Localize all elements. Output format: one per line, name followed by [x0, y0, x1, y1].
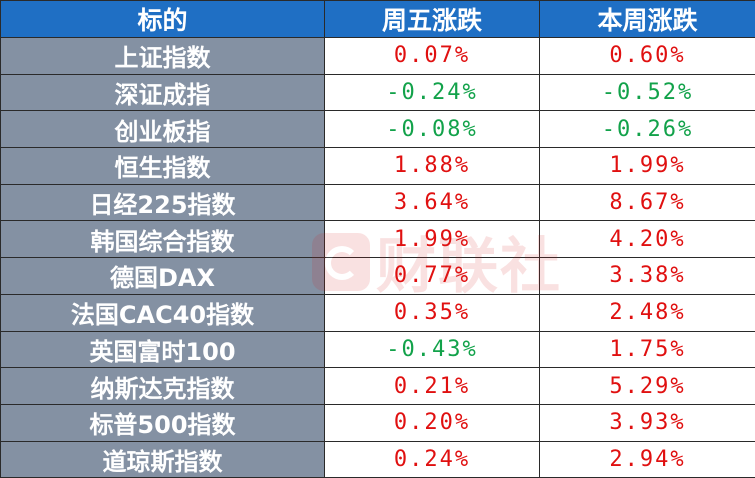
index-name-cell: 上证指数 [1, 38, 325, 75]
friday-change-cell: 0.07% [325, 38, 540, 75]
friday-change-cell: 0.24% [325, 441, 540, 478]
week-change-cell: 0.60% [540, 38, 755, 75]
week-change-cell: 2.48% [540, 294, 755, 331]
friday-change-cell: 0.20% [325, 404, 540, 441]
index-name-cell: 道琼斯指数 [1, 441, 325, 478]
week-change-cell: 2.94% [540, 441, 755, 478]
table-row: 英国富时100-0.43%1.75% [1, 331, 755, 368]
friday-change-cell: 3.64% [325, 184, 540, 221]
week-change-cell: 1.99% [540, 148, 755, 185]
friday-change-cell: 0.77% [325, 258, 540, 295]
table-row: 深证成指-0.24%-0.52% [1, 74, 755, 111]
week-change-cell: 4.20% [540, 221, 755, 258]
index-name-cell: 日经225指数 [1, 184, 325, 221]
header-week-change: 本周涨跌 [540, 1, 755, 38]
friday-change-cell: -0.08% [325, 111, 540, 148]
week-change-cell: -0.52% [540, 74, 755, 111]
week-change-cell: 3.38% [540, 258, 755, 295]
friday-change-cell: 0.21% [325, 368, 540, 405]
index-name-cell: 纳斯达克指数 [1, 368, 325, 405]
index-name-cell: 创业板指 [1, 111, 325, 148]
friday-change-cell: 0.35% [325, 294, 540, 331]
header-target: 标的 [1, 1, 325, 38]
week-change-cell: 5.29% [540, 368, 755, 405]
index-name-cell: 韩国综合指数 [1, 221, 325, 258]
table-header-row: 标的 周五涨跌 本周涨跌 [1, 1, 755, 38]
friday-change-cell: 1.88% [325, 148, 540, 185]
index-name-cell: 恒生指数 [1, 148, 325, 185]
index-name-cell: 法国CAC40指数 [1, 294, 325, 331]
table-row: 创业板指-0.08%-0.26% [1, 111, 755, 148]
header-friday-change: 周五涨跌 [325, 1, 540, 38]
friday-change-cell: 1.99% [325, 221, 540, 258]
week-change-cell: 3.93% [540, 404, 755, 441]
index-name-cell: 标普500指数 [1, 404, 325, 441]
friday-change-cell: -0.24% [325, 74, 540, 111]
week-change-cell: 1.75% [540, 331, 755, 368]
week-change-cell: 8.67% [540, 184, 755, 221]
friday-change-cell: -0.43% [325, 331, 540, 368]
index-name-cell: 德国DAX [1, 258, 325, 295]
index-name-cell: 深证成指 [1, 74, 325, 111]
index-name-cell: 英国富时100 [1, 331, 325, 368]
week-change-cell: -0.26% [540, 111, 755, 148]
